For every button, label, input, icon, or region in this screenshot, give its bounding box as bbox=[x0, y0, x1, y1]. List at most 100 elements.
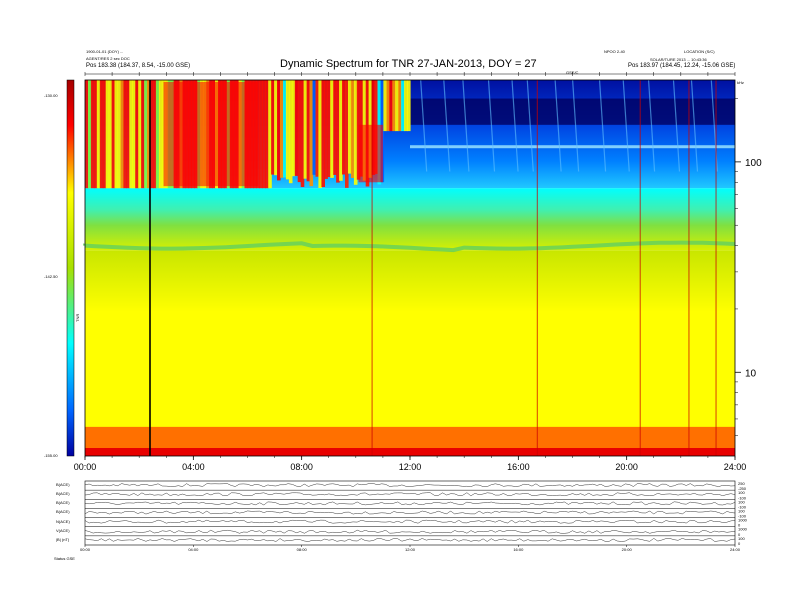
band-ripple bbox=[83, 240, 736, 253]
emission-streak bbox=[126, 80, 130, 189]
panel-frame bbox=[84, 480, 736, 546]
x-tick-label: 08:00 bbox=[290, 462, 313, 472]
x-tick-label: 24:00 bbox=[724, 462, 747, 472]
emission-streak bbox=[135, 80, 139, 189]
panel-x-tick-label: 04:00 bbox=[188, 547, 199, 552]
emission-streak bbox=[123, 80, 127, 189]
panel-x-tick-label: 16:00 bbox=[513, 547, 524, 552]
panel-trace bbox=[84, 510, 736, 515]
emission-streak bbox=[262, 80, 266, 189]
panel-label: B(ACE) bbox=[56, 482, 70, 487]
emission-streak bbox=[401, 80, 405, 132]
burst-streak bbox=[443, 79, 451, 172]
panel-label: N(ACE) bbox=[56, 518, 70, 524]
burst-streak bbox=[526, 79, 534, 172]
header-info-right-1: NPOO 2-40 bbox=[604, 49, 625, 54]
emission-streak bbox=[283, 80, 287, 178]
panel-label: |B| (nT) bbox=[56, 536, 70, 542]
burst-streak bbox=[690, 79, 699, 172]
header-position-right: Pos 183.97 (184.45, 12.24, -15.06 GSE) bbox=[628, 63, 736, 69]
panel-x-tick-label: 08:00 bbox=[297, 547, 308, 552]
x-tick-label: 20:00 bbox=[615, 462, 638, 472]
header-center-small: GSE/C bbox=[566, 70, 579, 75]
panel-x-tick-label: 12:00 bbox=[405, 547, 416, 552]
y-axis: 100 10 bbox=[735, 98, 762, 436]
emission-streak bbox=[114, 80, 119, 189]
panel-trace bbox=[84, 483, 736, 487]
emission-streak bbox=[327, 80, 331, 177]
panel-scale-bottom: 0 bbox=[738, 541, 741, 546]
emission-streak bbox=[120, 80, 125, 189]
burst-streak bbox=[420, 79, 428, 172]
emission-blob bbox=[163, 82, 259, 187]
panel-trace bbox=[84, 501, 736, 506]
panel-x-tick-label: 24:00 bbox=[730, 547, 741, 552]
emission-streak bbox=[321, 80, 325, 187]
panel-scale-bottom: -250 bbox=[738, 486, 747, 491]
emission-streak bbox=[389, 80, 393, 132]
emission-streak bbox=[274, 80, 278, 176]
emission-streak bbox=[93, 80, 98, 189]
panel-scale-top: 250 bbox=[738, 481, 745, 486]
emission-streak bbox=[312, 80, 317, 175]
panel-scale-bottom: 0 bbox=[738, 523, 741, 528]
y-tick-label: 10 bbox=[745, 368, 757, 379]
emission-streak bbox=[303, 80, 308, 179]
band-upper-stripe bbox=[410, 145, 735, 149]
emission-streak bbox=[339, 80, 343, 181]
burst-streak bbox=[598, 79, 607, 172]
emission-streak bbox=[99, 80, 104, 189]
panel-trace bbox=[84, 538, 736, 542]
panel-footer-label: Status GSE bbox=[54, 556, 75, 561]
emission-streak bbox=[291, 80, 296, 177]
emission-streak bbox=[150, 80, 154, 189]
panel-label: B(ACE) bbox=[56, 509, 70, 515]
panel-scale-top: 100 bbox=[738, 508, 745, 513]
emission-streak bbox=[96, 80, 101, 189]
colorbar-tick-bottom: -155.00 bbox=[44, 453, 58, 458]
colorbar-tick-middle: -142.50 bbox=[44, 274, 58, 279]
panel-scale-bottom: -100 bbox=[738, 504, 747, 509]
emission-streak bbox=[407, 80, 411, 132]
emission-streak bbox=[285, 80, 290, 180]
burst-streak bbox=[647, 79, 656, 172]
panel-label: B(ACE) bbox=[56, 491, 70, 497]
emission-streak bbox=[108, 80, 113, 189]
emission-streak bbox=[265, 80, 269, 189]
panel-scale-top: 100 bbox=[738, 499, 745, 504]
emission-streak bbox=[155, 80, 160, 189]
emission-streak bbox=[398, 80, 402, 132]
band-bottom-red bbox=[85, 448, 735, 456]
emission-streak bbox=[333, 80, 337, 175]
emission-streak bbox=[395, 80, 399, 132]
emission-streak bbox=[350, 80, 355, 178]
top-time-ruler bbox=[84, 72, 736, 76]
panel-scale-bottom: 0 bbox=[738, 532, 741, 537]
burst-streak bbox=[622, 79, 630, 172]
burst-streak bbox=[672, 79, 681, 172]
emission-streak bbox=[315, 80, 320, 177]
header-info-right-2: LOCATION (S/C) bbox=[684, 49, 715, 54]
emission-streak bbox=[105, 80, 110, 189]
emission-streak bbox=[330, 80, 334, 178]
emission-streak bbox=[342, 80, 346, 175]
emission-streak bbox=[309, 80, 314, 187]
x-tick-label: 00:00 bbox=[74, 462, 97, 472]
band-mid bbox=[85, 188, 735, 251]
chart-title: Dynamic Spectrum for TNR 27-JAN-2013, DO… bbox=[280, 58, 537, 70]
panel-scale-bottom: -100 bbox=[738, 514, 747, 519]
emission-streak bbox=[294, 80, 299, 176]
emission-streak bbox=[129, 80, 133, 189]
emission-streak bbox=[297, 80, 302, 183]
emission-streak bbox=[392, 80, 396, 132]
band-upper-dark bbox=[410, 98, 735, 125]
emission-streak bbox=[300, 80, 305, 187]
band-low bbox=[85, 250, 735, 456]
panel-scale-top: 1000 bbox=[738, 518, 748, 523]
panel-trace bbox=[84, 519, 736, 524]
emission-streak bbox=[306, 80, 311, 182]
emission-streak bbox=[144, 80, 148, 189]
header-position-left: Pos 183.38 (184.37, 8.54, -15.00 GSE) bbox=[86, 63, 191, 69]
emission-streak bbox=[141, 80, 145, 189]
